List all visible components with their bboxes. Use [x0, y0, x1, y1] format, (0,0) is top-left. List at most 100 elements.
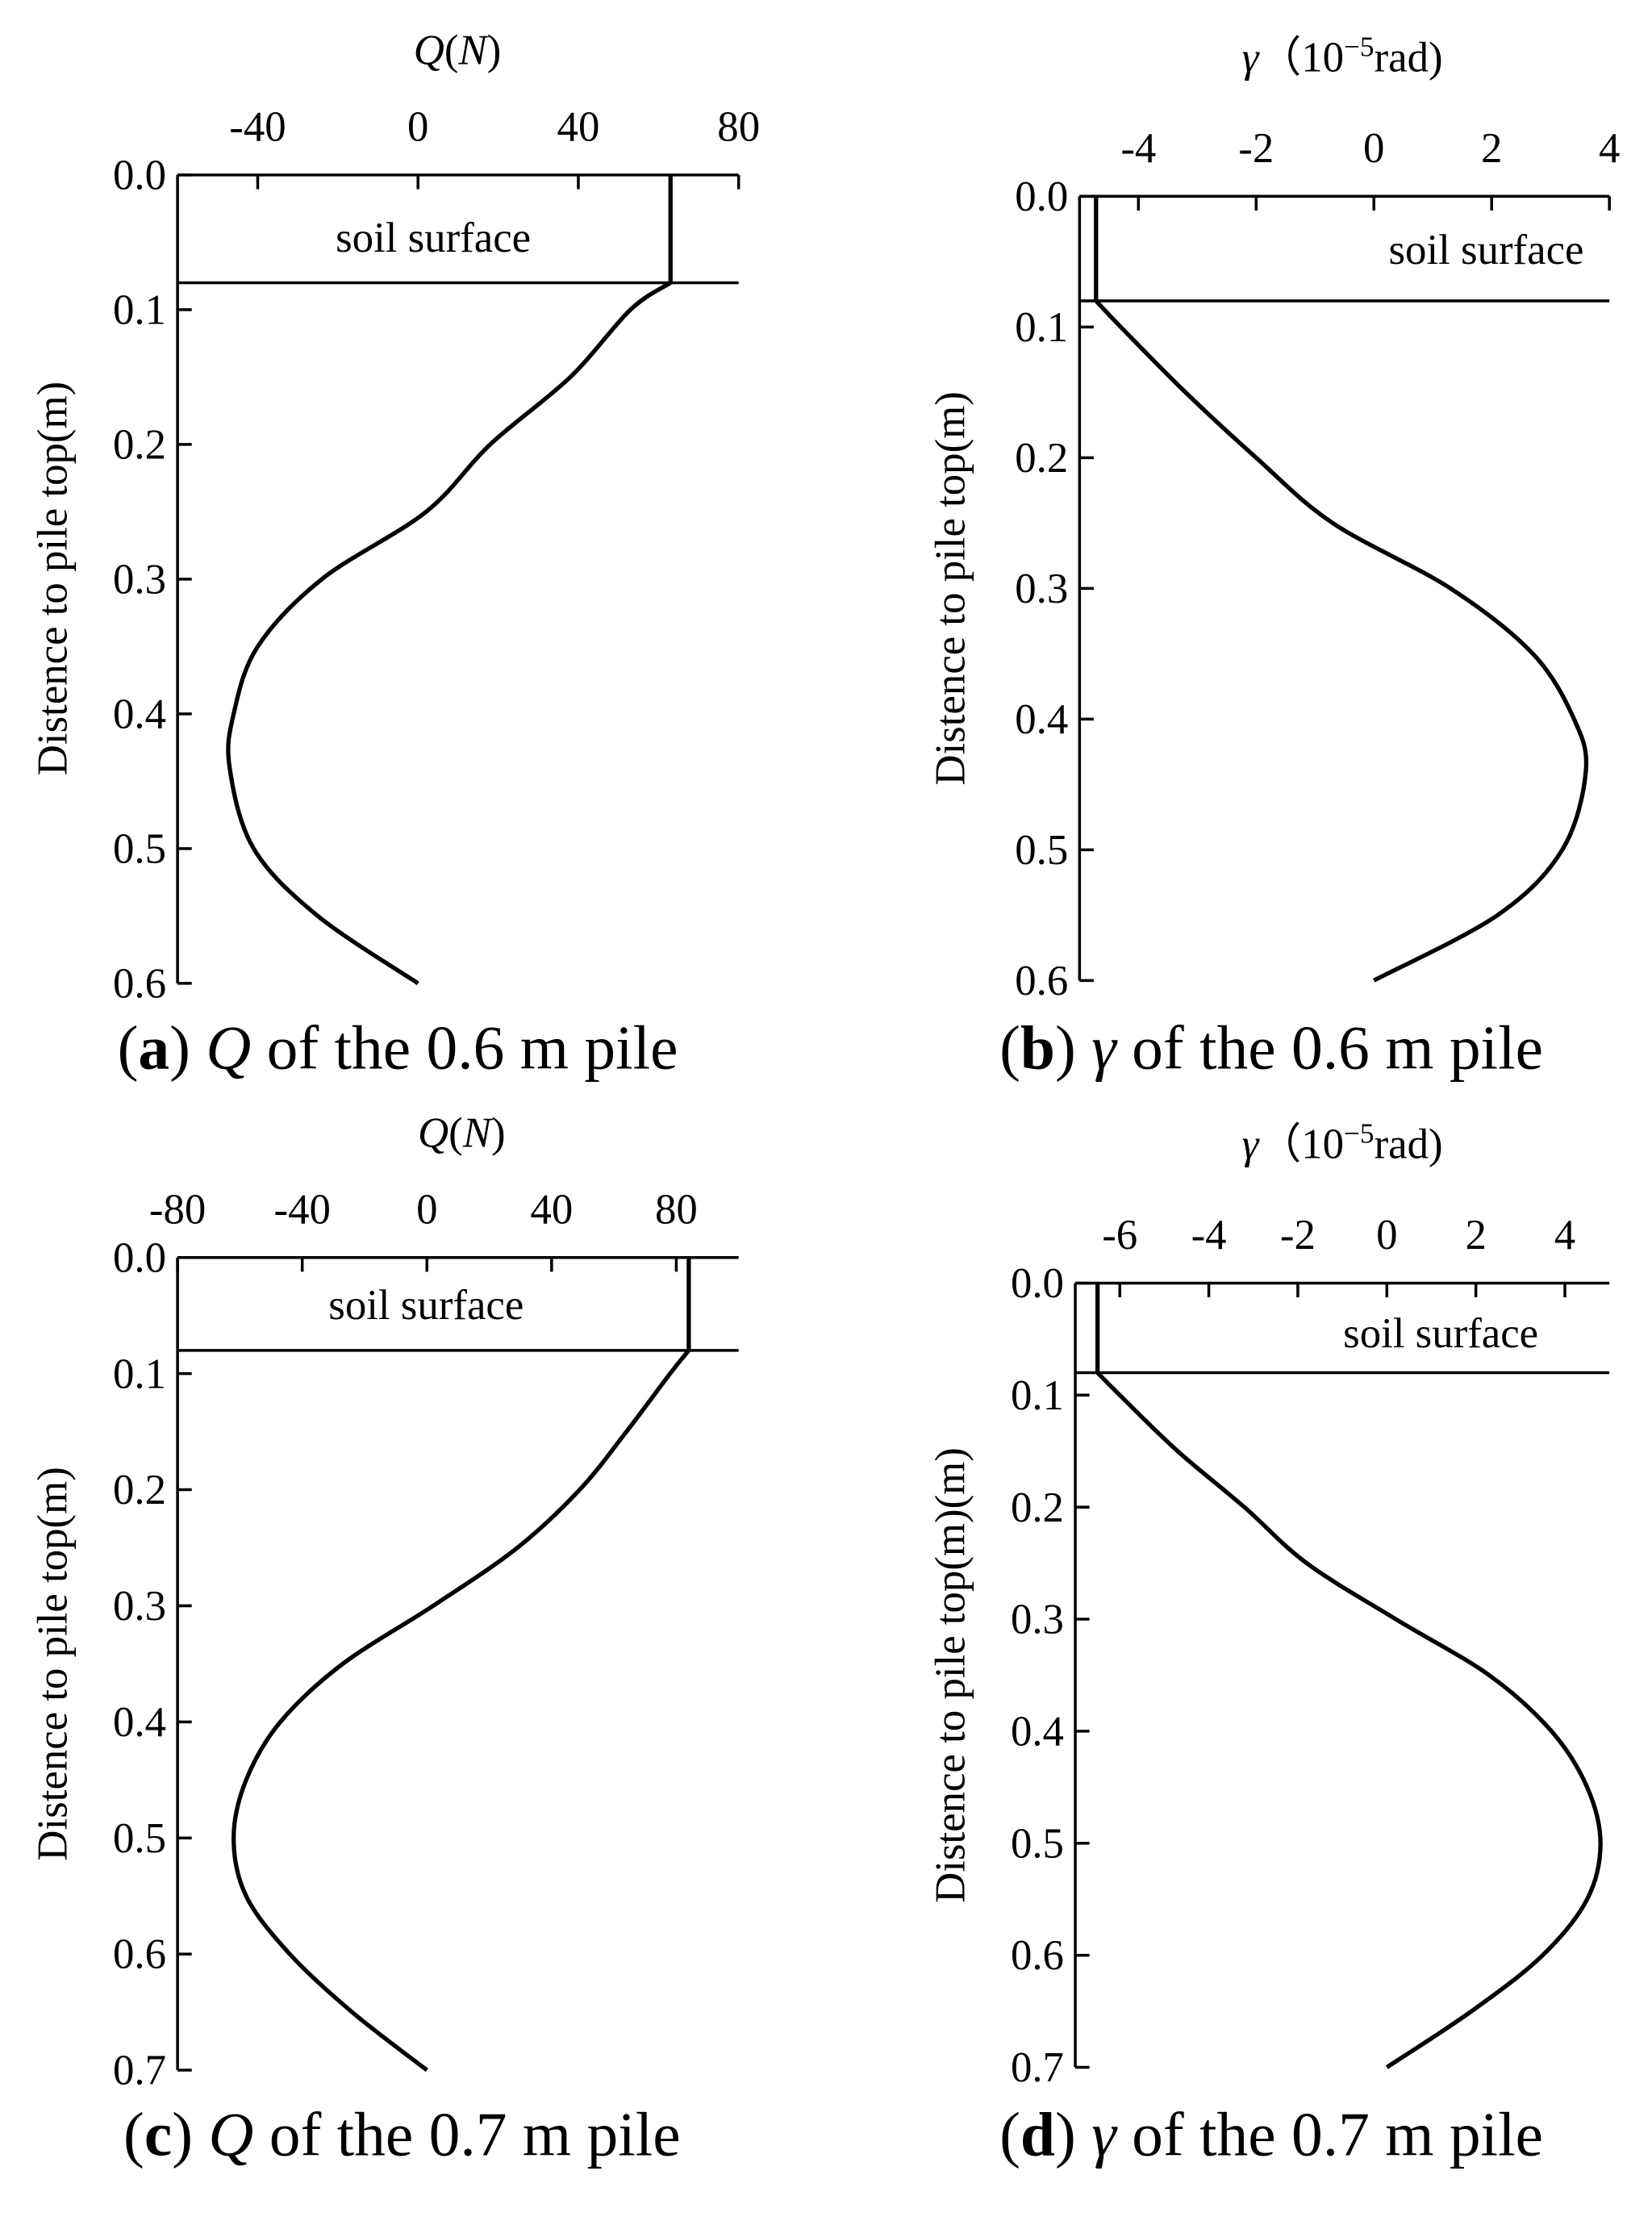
y-tick-label: 0.5: [113, 826, 166, 873]
caption-part: γ: [1091, 2100, 1118, 2169]
curve: [1095, 1283, 1603, 2069]
caption-part: (: [118, 1013, 139, 1083]
y-tick-label: 0.5: [113, 1815, 166, 1862]
y-tick-label: 0.3: [113, 1583, 166, 1630]
y-tick-label: 0.6: [1011, 1932, 1064, 1979]
caption-part: d: [1020, 2100, 1055, 2169]
x-axis-title: Q(N): [418, 1109, 506, 1156]
x-tick-label: -40: [273, 1186, 330, 1233]
y-tick-label: 0.2: [113, 1467, 166, 1513]
x-axis-title-part: Q: [418, 1109, 448, 1156]
x-tick-label: 2: [1481, 125, 1502, 172]
caption: (d) γ of the 0.7 m pile: [999, 2100, 1543, 2169]
x-axis-title-part: (: [444, 27, 459, 74]
y-tick-label: 0.1: [113, 1351, 166, 1397]
x-tick-label: -2: [1238, 125, 1274, 172]
y-tick-label: 0.5: [1015, 827, 1068, 874]
x-axis-title-part: ): [491, 1109, 506, 1156]
x-tick-label: 80: [717, 104, 760, 151]
y-tick-label: 0.4: [113, 1699, 166, 1746]
caption: (a) Q of the 0.6 m pile: [118, 1013, 678, 1083]
caption-part: Q: [208, 2100, 253, 2169]
y-tick-label: 0.0: [113, 152, 166, 199]
x-tick-label: 0: [1363, 125, 1384, 172]
y-tick-label: 0.6: [113, 961, 166, 1008]
y-axis-title: Distence to pile top(m): [30, 1467, 77, 1860]
caption-part: c: [144, 2100, 172, 2169]
curve: [232, 1257, 691, 2073]
x-tick-label: 2: [1465, 1212, 1486, 1259]
x-tick-label: -4: [1191, 1212, 1227, 1259]
caption-part: ): [1055, 2100, 1091, 2169]
y-tick-label: 0.6: [1015, 958, 1068, 1004]
y-tick-label: 0.4: [1011, 1709, 1064, 1756]
caption: (b) γ of the 0.6 m pile: [999, 1013, 1543, 1083]
caption-part: ): [169, 1013, 206, 1083]
x-axis-title: γ（10−5rad): [1242, 31, 1443, 81]
x-axis-title-part: −5: [1344, 1117, 1374, 1149]
x-axis-title-part: （10: [1258, 1121, 1344, 1167]
x-tick-label: 40: [557, 104, 600, 151]
y-tick-label: 0.4: [1015, 696, 1068, 743]
y-tick-label: 0.7: [113, 2048, 166, 2094]
soil-surface-label: soil surface: [1343, 1310, 1538, 1357]
y-tick-label: 0.5: [1011, 1820, 1064, 1867]
x-tick-label: 4: [1599, 125, 1620, 172]
caption-part: of the 0.6 m pile: [251, 1013, 678, 1083]
caption-part: γ: [1091, 1013, 1118, 1083]
soil-surface-label: soil surface: [1389, 227, 1584, 273]
x-tick-label: 0: [407, 104, 428, 151]
y-tick-label: 0.3: [1011, 1597, 1064, 1643]
x-axis-title-part: （10: [1258, 34, 1344, 81]
x-tick-label: 4: [1554, 1212, 1575, 1259]
caption-part: (: [999, 1013, 1020, 1083]
caption-part: (: [999, 2100, 1020, 2169]
y-tick-label: 0.2: [1015, 435, 1068, 482]
y-tick-label: 0.7: [1011, 2044, 1064, 2091]
x-axis-title-part: (: [448, 1109, 463, 1156]
caption-part: a: [138, 1013, 169, 1083]
y-tick-label: 0.0: [113, 1234, 166, 1281]
y-tick-label: 0.2: [113, 422, 166, 469]
x-tick-label: -6: [1102, 1212, 1137, 1259]
x-axis-title-part: N: [457, 27, 489, 74]
caption-part: of the 0.6 m pile: [1116, 1013, 1543, 1083]
y-tick-label: 0.6: [113, 1931, 166, 1978]
y-axis-title: Distence to pile top(m)(m): [927, 1447, 974, 1903]
x-tick-label: 80: [655, 1186, 698, 1233]
y-axis-title: Distence to pile top(m): [30, 382, 77, 775]
x-axis-title-part: rad): [1375, 34, 1443, 81]
y-tick-label: 0.0: [1011, 1260, 1064, 1307]
y-tick-label: 0.4: [113, 691, 166, 738]
caption-part: ): [1055, 1013, 1091, 1083]
soil-surface-label: soil surface: [336, 215, 531, 261]
caption-part: of the 0.7 m pile: [1116, 2100, 1543, 2169]
soil-surface-label: soil surface: [328, 1282, 524, 1329]
x-axis-title-part: ): [487, 27, 502, 74]
x-axis-title-part: −5: [1344, 31, 1374, 62]
x-tick-label: -80: [149, 1186, 206, 1233]
y-tick-label: 0.2: [1011, 1484, 1064, 1531]
caption-part: Q: [206, 1013, 251, 1083]
curve: [226, 174, 673, 986]
x-tick-label: -4: [1120, 125, 1156, 172]
caption: (c) Q of the 0.7 m pile: [123, 2100, 681, 2169]
x-axis-title-part: γ: [1242, 1121, 1260, 1167]
y-tick-label: 0.3: [113, 557, 166, 603]
x-tick-label: 40: [530, 1186, 573, 1233]
caption-part: of the 0.7 m pile: [253, 2100, 680, 2169]
x-axis-title-part: N: [462, 1109, 494, 1156]
x-axis-title: Q(N): [414, 27, 502, 74]
caption-part: ): [172, 2100, 208, 2169]
y-tick-label: 0.1: [1015, 304, 1068, 351]
curve: [1094, 196, 1589, 983]
x-tick-label: -2: [1280, 1212, 1316, 1259]
y-axis-title: Distence to pile top(m): [927, 391, 974, 785]
x-axis-title-part: Q: [414, 27, 444, 74]
y-tick-label: 0.1: [1011, 1372, 1064, 1419]
y-tick-label: 0.0: [1015, 173, 1068, 220]
x-tick-label: 0: [416, 1186, 437, 1233]
x-axis-title-part: rad): [1375, 1121, 1443, 1167]
y-tick-label: 0.1: [113, 287, 166, 334]
